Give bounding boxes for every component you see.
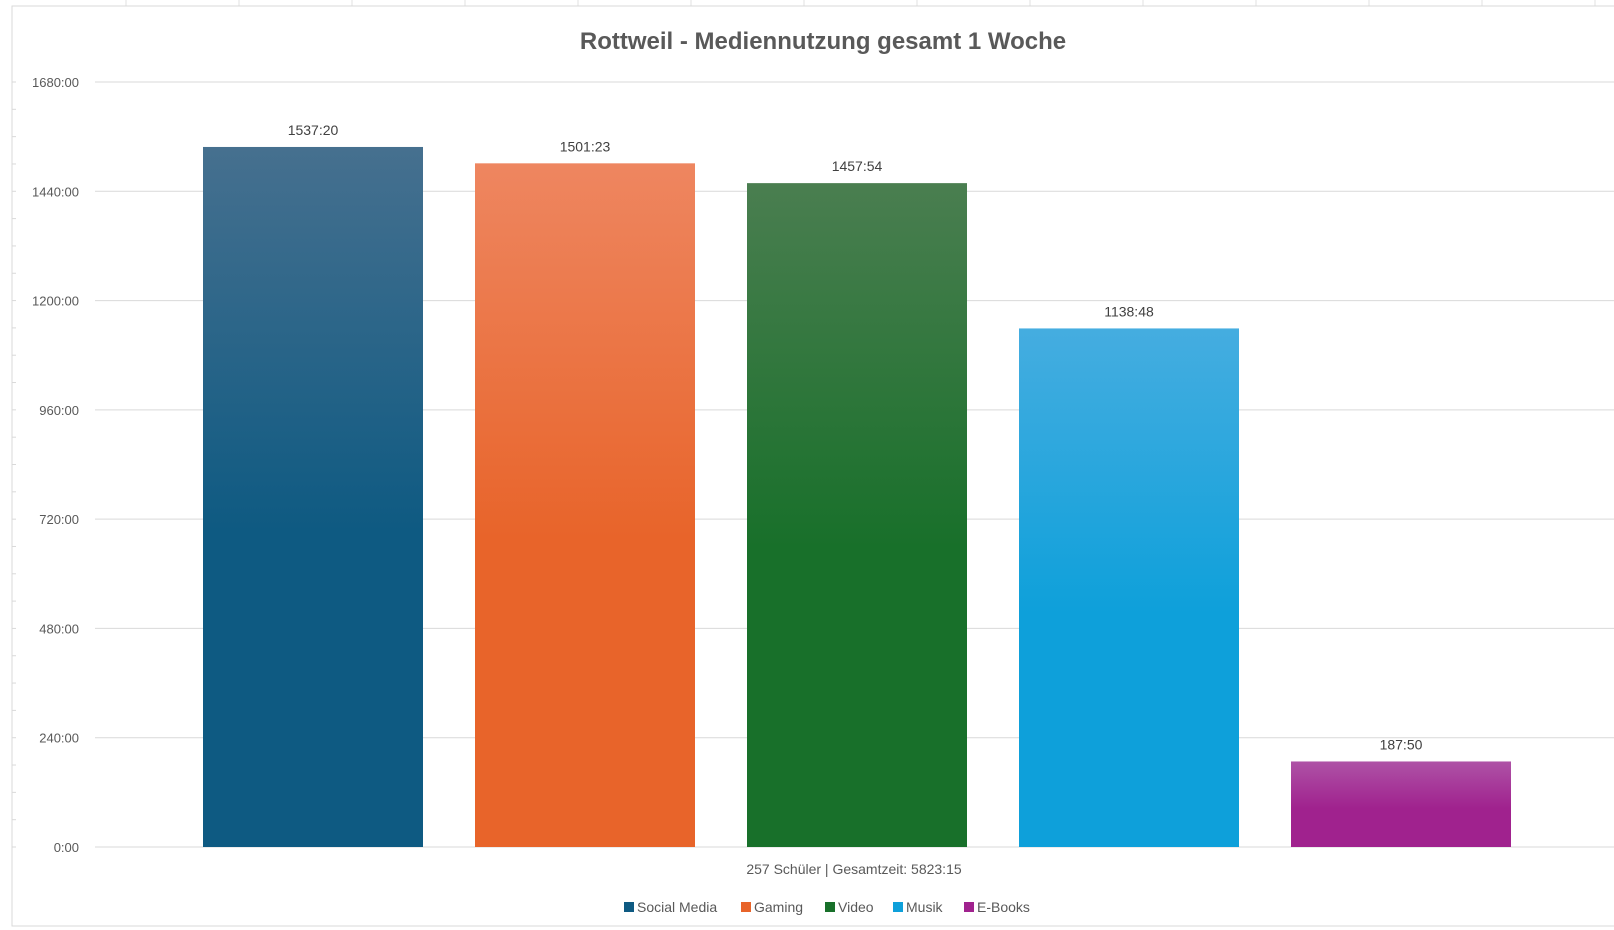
bar-social-media[interactable]	[203, 146, 423, 848]
sheet-column-lines	[125, 0, 1596, 6]
bar-gaming[interactable]	[475, 163, 695, 847]
legend-swatch	[624, 902, 634, 912]
y-tick-label: 1680:00	[32, 75, 79, 90]
bar-musik[interactable]	[1019, 328, 1239, 847]
legend-swatch	[741, 902, 751, 912]
legend-entry[interactable]: Gaming	[754, 899, 803, 915]
y-tick-label: 480:00	[39, 621, 79, 636]
bar-video[interactable]	[747, 183, 967, 847]
legend-swatch	[825, 902, 835, 912]
y-tick-label: 240:00	[39, 731, 79, 746]
data-labels: 1537:20 1501:23 1457:54 1138:48 187:50	[288, 122, 1423, 753]
y-tick-label: 720:00	[39, 512, 79, 527]
legend-swatch	[964, 902, 974, 912]
x-axis-label: 257 Schüler | Gesamtzeit: 5823:15	[746, 861, 962, 877]
data-label: 1537:20	[288, 122, 339, 138]
chart-title: Rottweil - Mediennutzung gesamt 1 Woche	[580, 28, 1066, 55]
sheet-header-strip	[0, 0, 1614, 8]
legend-entry[interactable]: Video	[838, 899, 874, 915]
legend-entry[interactable]: Musik	[906, 899, 944, 915]
y-tick-label: 960:00	[39, 403, 79, 418]
data-label: 187:50	[1380, 736, 1423, 752]
bar-e-books[interactable]	[1291, 761, 1511, 847]
data-label: 1501:23	[560, 138, 611, 154]
legend-entry[interactable]: E-Books	[977, 899, 1030, 915]
y-tick-label: 1200:00	[32, 294, 79, 309]
data-label: 1457:54	[832, 158, 883, 174]
y-tick-label: 0:00	[54, 840, 79, 855]
y-tick-label: 1440:00	[32, 184, 79, 199]
data-label: 1138:48	[1104, 303, 1154, 319]
legend-entry[interactable]: Social Media	[637, 899, 717, 915]
legend-swatch	[893, 902, 903, 912]
bars	[203, 146, 1511, 848]
y-axis-ticks: 0:00 240:00 480:00 720:00 960:00 1200:00 1440:…	[32, 75, 79, 855]
legend[interactable]: Social Media Gaming Video Musik E-Books	[624, 899, 1030, 915]
